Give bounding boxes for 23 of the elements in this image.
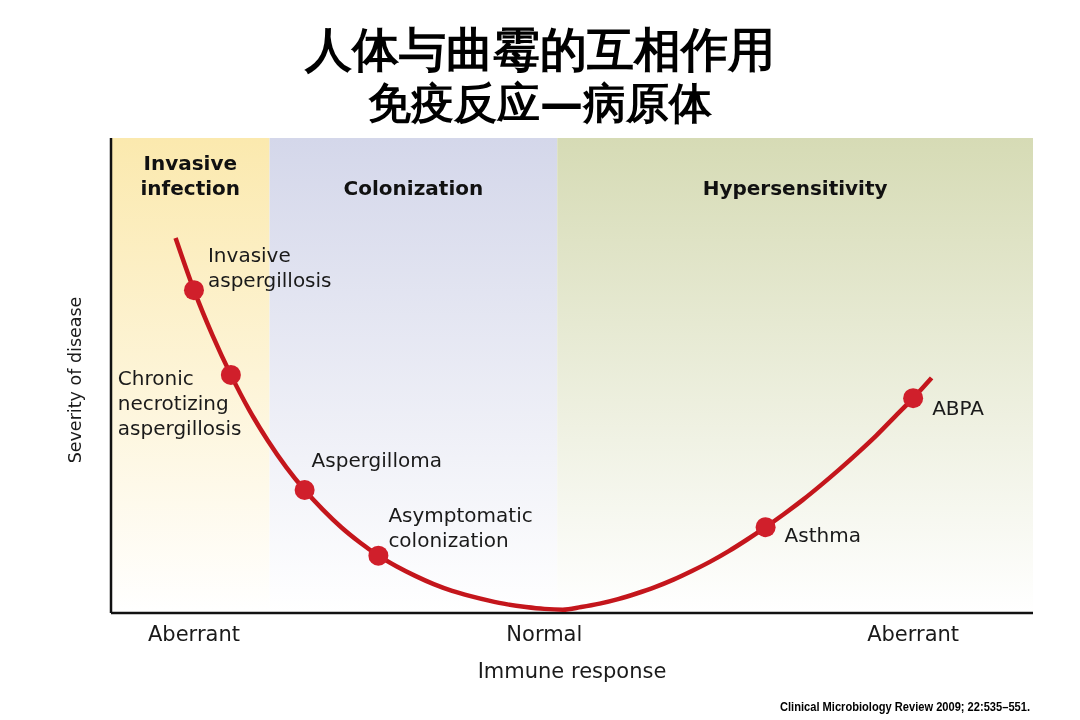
x-tick-label: Aberrant xyxy=(148,622,240,647)
annotation: Chronic necrotizing aspergillosis xyxy=(117,365,242,440)
text: Hypersensitivity xyxy=(702,176,888,200)
point xyxy=(294,480,315,500)
annotation: ABPA xyxy=(932,396,985,421)
point xyxy=(903,388,924,409)
point xyxy=(220,364,241,385)
x-tick-label: Aberrant xyxy=(867,622,960,647)
point xyxy=(368,545,389,566)
annotation: Asthma xyxy=(784,523,861,548)
annotation: Asymptomatic colonization xyxy=(388,502,533,552)
annotation: Invasive aspergillosis xyxy=(207,243,332,293)
chart-title: 人体与曲霉的互相作用 xyxy=(304,22,775,78)
text: Colonization xyxy=(343,176,484,200)
x-axis-title: Immune response xyxy=(477,659,667,684)
point xyxy=(755,517,776,538)
y-axis-title: Severity of disease xyxy=(65,296,86,464)
x-tick-label: Normal xyxy=(506,622,583,647)
chart-subtitle: 免疫反应—病原体 xyxy=(368,78,713,129)
point xyxy=(183,280,204,301)
text: Clinical Microbiology Review 2009; 22:535–551. xyxy=(780,700,1051,714)
text: Invasive infection xyxy=(140,151,241,200)
annotation: Aspergilloma xyxy=(311,448,442,472)
